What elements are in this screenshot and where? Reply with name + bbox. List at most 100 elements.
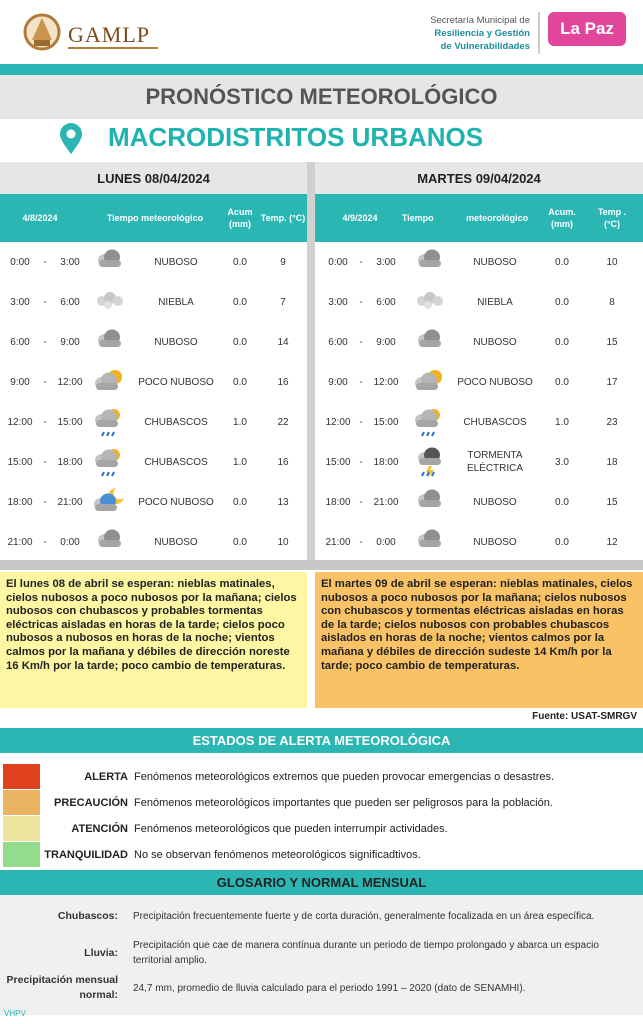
- time-start: 6:00: [10, 336, 30, 348]
- icon: [95, 449, 120, 477]
- icon: [418, 249, 441, 267]
- temp: 16: [277, 456, 289, 468]
- weather-icon: [94, 286, 126, 318]
- time-start: 15:00: [7, 456, 33, 468]
- time-separator: -: [43, 336, 47, 348]
- weather-icon: [414, 446, 446, 478]
- temp: 10: [277, 536, 289, 548]
- weather-icon: [414, 286, 446, 318]
- alert-description: Fenómenos meteorológicos extremos que pu…: [134, 770, 555, 783]
- condition: NUBOSO: [473, 536, 517, 548]
- weather-icon: [94, 246, 126, 278]
- time-start: 9:00: [10, 376, 30, 388]
- icon: [95, 409, 120, 437]
- acum: 1.0: [233, 416, 247, 428]
- logo-rule: [68, 47, 158, 49]
- time-start: 0:00: [328, 256, 348, 268]
- acum: 0.0: [233, 336, 247, 348]
- icon: [418, 489, 441, 507]
- col-temp: Temp. (°C): [260, 213, 306, 223]
- glossary-definition: Precipitación frecuentemente fuerte y de…: [133, 910, 595, 922]
- logo-text: GAMLP: [68, 22, 151, 47]
- pin-icon: [60, 123, 82, 154]
- glossary-definition: 24,7 mm, promedio de lluvia calculado pa…: [133, 982, 526, 994]
- acum: 0.0: [555, 536, 569, 548]
- temp: 18: [606, 456, 618, 468]
- col-date: 4/8/2024: [22, 213, 58, 223]
- time-end: 3:00: [376, 256, 396, 268]
- time-end: 15:00: [373, 416, 399, 428]
- column-header-band: [0, 194, 307, 242]
- time-separator: -: [359, 496, 363, 508]
- summary: El martes 09 de abril se esperan: niebla…: [315, 572, 643, 708]
- time-start: 21:00: [7, 536, 33, 548]
- temp: 14: [277, 336, 289, 348]
- secretaria-line: de Vulnerabilidades: [440, 41, 530, 52]
- time-end: 21:00: [57, 496, 83, 508]
- alert-label: TRANQUILIDAD: [44, 848, 128, 861]
- time-start: 12:00: [325, 416, 351, 428]
- time-separator: -: [359, 536, 363, 548]
- alert-swatch: [3, 842, 40, 867]
- icon: [418, 529, 441, 547]
- icon: [98, 529, 121, 547]
- col-weather: Tiempo meteorológico: [106, 213, 204, 223]
- acum: 0.0: [555, 376, 569, 388]
- glossary-term: Precipitación mensual normal:: [6, 974, 118, 1001]
- temp: 8: [609, 296, 615, 308]
- weather-icon: [94, 446, 126, 478]
- column-header-band: [315, 194, 643, 242]
- time-end: 9:00: [376, 336, 396, 348]
- acum: 0.0: [233, 376, 247, 388]
- day-band: [0, 162, 643, 194]
- time-separator: -: [359, 336, 363, 348]
- weather-icon: [414, 366, 446, 398]
- summary: El lunes 08 de abril se esperan: nieblas…: [0, 572, 307, 708]
- icon: [415, 409, 440, 437]
- col-date: 4/9/2024: [342, 213, 378, 223]
- day-heading: MARTES 09/04/2024: [417, 170, 541, 186]
- condition: NUBOSO: [473, 336, 517, 348]
- alert-swatch: [3, 816, 40, 841]
- acum: 0.0: [555, 496, 569, 508]
- brand: La Paz: [548, 12, 626, 46]
- condition: NUBOSO: [154, 536, 198, 548]
- condition: NUBOSO: [154, 336, 198, 348]
- temp: 15: [606, 496, 618, 508]
- col-temp: Temp . (°C): [597, 207, 627, 229]
- condition: NIEBLA: [158, 296, 194, 308]
- condition: TORMENTA ELÉCTRICA: [466, 450, 524, 474]
- col-acum: Acum. (mm): [548, 207, 576, 229]
- acum: 0.0: [555, 256, 569, 268]
- condition: POCO NUBOSO: [457, 376, 533, 388]
- time-separator: -: [43, 536, 47, 548]
- time-end: 0:00: [376, 536, 396, 548]
- temp: 15: [606, 336, 618, 348]
- time-start: 6:00: [328, 336, 348, 348]
- alert-description: Fenómenos meteorológicos que pueden inte…: [134, 822, 448, 835]
- time-separator: -: [359, 296, 363, 308]
- condition: POCO NUBOSO: [138, 496, 214, 508]
- weather-icon: [94, 326, 126, 358]
- condition: CHUBASCOS: [144, 416, 208, 428]
- time-start: 21:00: [325, 536, 351, 548]
- band: [0, 64, 643, 75]
- time-start: 12:00: [7, 416, 33, 428]
- col-acum: Acum (mm): [227, 207, 253, 229]
- weather-icon: [94, 526, 126, 558]
- weather-icon: [414, 326, 446, 358]
- time-start: 3:00: [328, 296, 348, 308]
- icon: [417, 292, 443, 309]
- acum: 0.0: [233, 496, 247, 508]
- time-start: 18:00: [325, 496, 351, 508]
- weather-icon: [414, 486, 446, 518]
- col-weather: Tiempo meteorológico: [401, 213, 529, 223]
- icon: [95, 370, 122, 390]
- acum: 1.0: [233, 456, 247, 468]
- temp: 16: [277, 376, 289, 388]
- title: PRONÓSTICO METEOROLÓGICO: [0, 75, 643, 119]
- time-end: 12:00: [373, 376, 399, 388]
- time-separator: -: [359, 256, 363, 268]
- secretaria-line: Secretaría Municipal de: [430, 15, 530, 26]
